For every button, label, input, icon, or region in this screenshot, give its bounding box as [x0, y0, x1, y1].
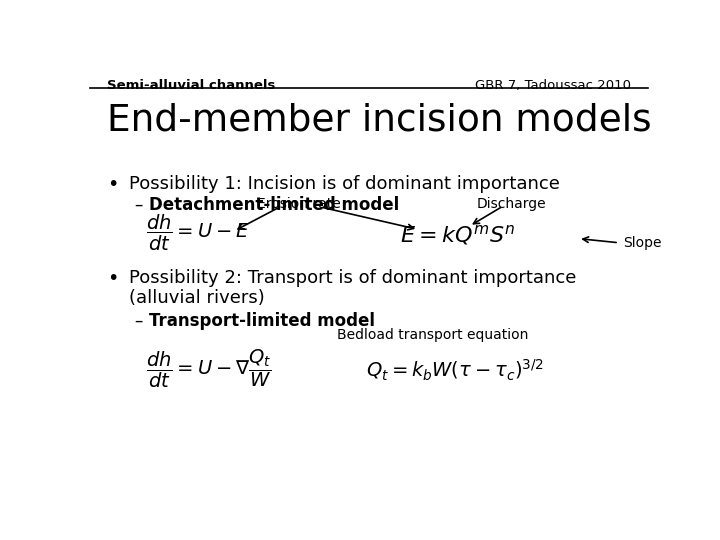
Text: Bedload transport equation: Bedload transport equation — [338, 328, 529, 342]
Text: Erosion rate: Erosion rate — [257, 197, 341, 211]
Text: Slope: Slope — [623, 236, 662, 250]
Text: Possibility 2: Transport is of dominant importance
(alluvial rivers): Possibility 2: Transport is of dominant … — [129, 268, 577, 307]
Text: End-member incision models: End-member incision models — [107, 102, 652, 138]
Text: Possibility 1: Incision is of dominant importance: Possibility 1: Incision is of dominant i… — [129, 175, 560, 193]
Text: Discharge: Discharge — [477, 197, 546, 211]
Text: $E = kQ^{m}S^{n}$: $E = kQ^{m}S^{n}$ — [400, 223, 516, 247]
Text: –: – — [135, 196, 143, 214]
Text: $\dfrac{dh}{dt} = U - \nabla\dfrac{Q_t}{W}$: $\dfrac{dh}{dt} = U - \nabla\dfrac{Q_t}{… — [145, 347, 271, 389]
Text: •: • — [107, 175, 118, 194]
Text: GBR 7, Tadoussac 2010: GBR 7, Tadoussac 2010 — [475, 79, 631, 92]
Text: Detachment-limited model: Detachment-limited model — [148, 196, 399, 214]
Text: –: – — [135, 312, 143, 330]
Text: Transport-limited model: Transport-limited model — [148, 312, 374, 330]
Text: $\dfrac{dh}{dt} = U - E$: $\dfrac{dh}{dt} = U - E$ — [145, 213, 249, 253]
Text: $Q_t = k_b W\left(\tau - \tau_c\right)^{3/2}$: $Q_t = k_b W\left(\tau - \tau_c\right)^{… — [366, 358, 544, 383]
Text: •: • — [107, 268, 118, 287]
Text: Semi-alluvial channels: Semi-alluvial channels — [107, 79, 275, 92]
